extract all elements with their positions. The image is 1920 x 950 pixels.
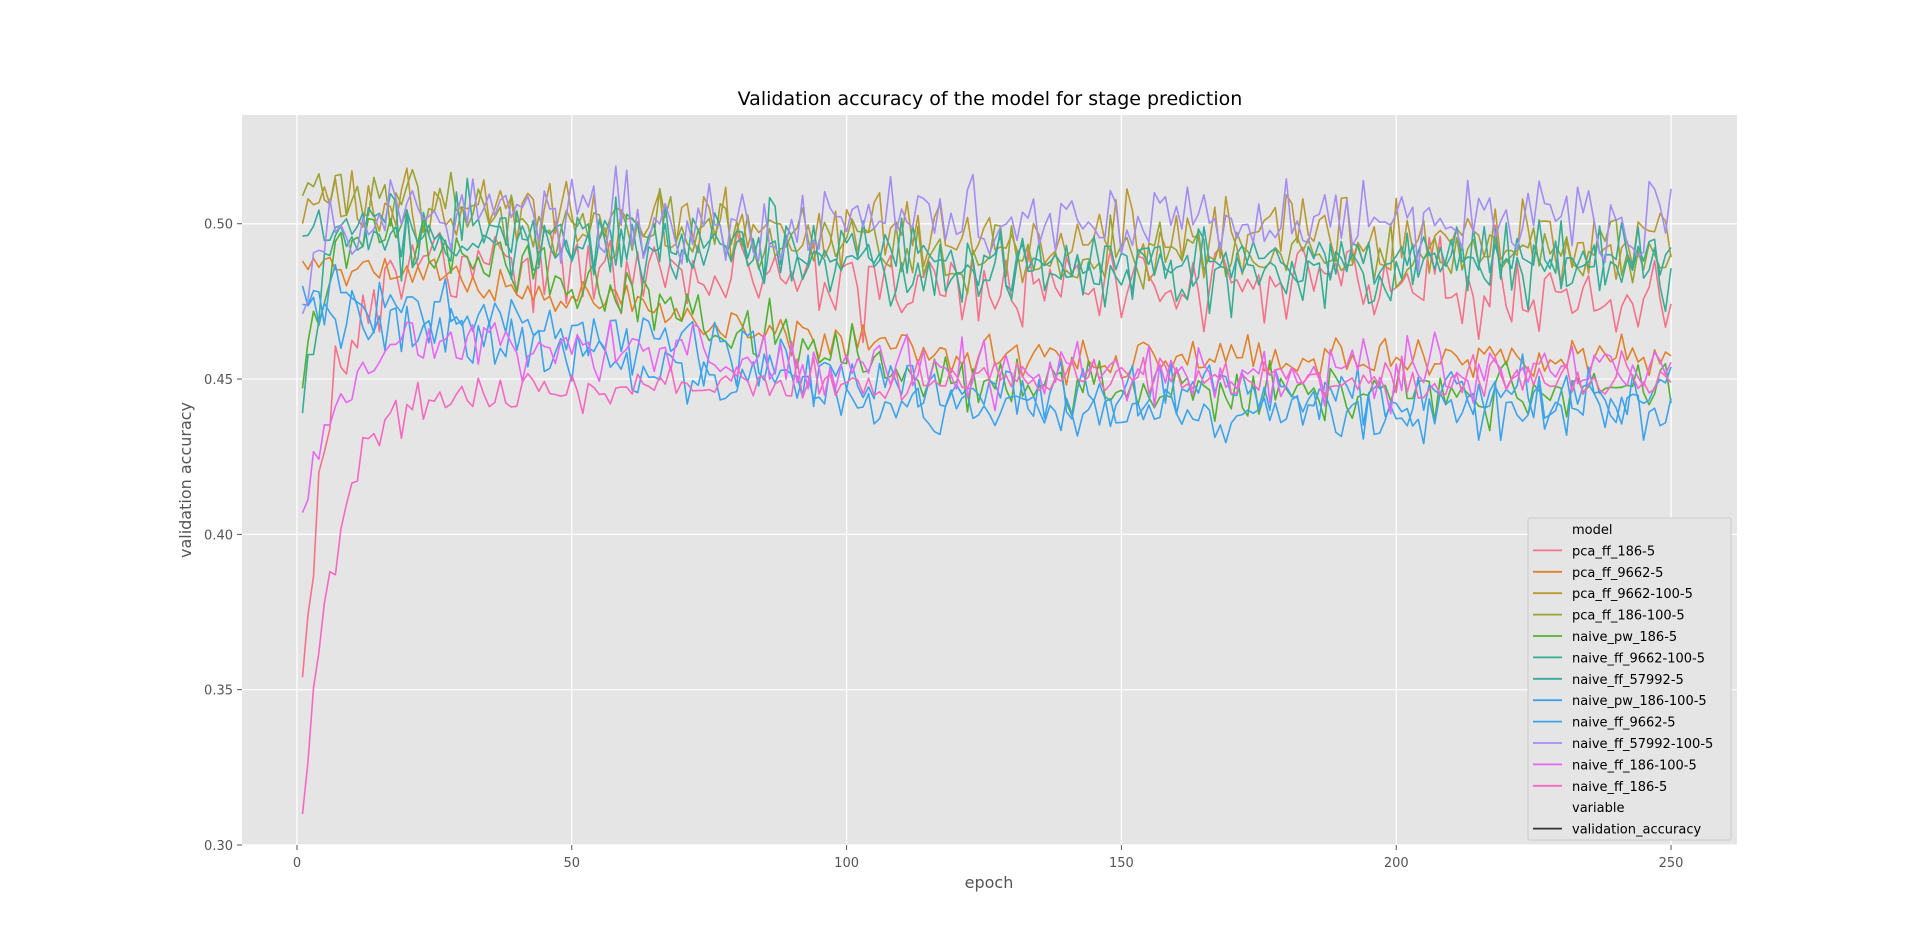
axis-ticks: 0 50 100 150 200 250 0.30 0.35 0.40 0.45 0.50 xyxy=(204,218,1683,871)
y-tick-label: 0.30 xyxy=(204,839,233,854)
x-tick-label: 50 xyxy=(564,856,581,871)
legend-entry-label: naive_ff_57992-100-5 xyxy=(1572,737,1713,752)
series-line-pca_ff_9662-5 xyxy=(301,256,1672,386)
y-tick-label: 0.35 xyxy=(204,684,233,699)
series-line-naive_pw_186-100-5 xyxy=(302,263,1672,428)
legend-entry-label: naive_pw_186-5 xyxy=(1572,630,1677,645)
plot-area xyxy=(242,115,1737,845)
series-lines xyxy=(301,165,1672,814)
legend-entry-label: validation_accuracy xyxy=(1572,823,1701,838)
legend-entry-label: pca_ff_9662-5 xyxy=(1572,566,1663,581)
series-line-naive_ff_57992-5 xyxy=(302,209,1672,300)
series-line-pca_ff_186-100-5 xyxy=(301,168,1672,295)
legend-entry-label: naive_ff_9662-100-5 xyxy=(1572,651,1705,666)
series-line-naive_ff_9662-100-5 xyxy=(301,177,1672,414)
series-line-naive_ff_186-100-5 xyxy=(301,319,1672,513)
legend-box xyxy=(1527,517,1732,841)
x-tick-label: 0 xyxy=(293,856,301,871)
x-tick-label: 150 xyxy=(1109,856,1134,871)
x-tick-label: 100 xyxy=(834,856,859,871)
legend-entry-label: naive_ff_9662-5 xyxy=(1572,716,1676,731)
y-tick-label: 0.50 xyxy=(204,218,233,233)
legend-entry-label: naive_ff_186-5 xyxy=(1572,780,1667,795)
series-line-naive_pw_186-5 xyxy=(301,208,1672,432)
legend-entry-label: naive_ff_186-100-5 xyxy=(1572,758,1697,773)
series-line-naive_ff_57992-100-5 xyxy=(301,165,1672,315)
x-tick-label: 200 xyxy=(1384,856,1409,871)
legend-entry-label: pca_ff_9662-100-5 xyxy=(1572,587,1693,602)
series-line-naive_ff_9662-5 xyxy=(301,285,1672,445)
legend-entry-label: pca_ff_186-5 xyxy=(1572,544,1655,559)
y-tick-label: 0.45 xyxy=(204,373,233,388)
chart-title: Validation accuracy of the model for sta… xyxy=(738,88,1243,110)
y-tick-label: 0.40 xyxy=(204,528,233,543)
series-line-naive_ff_186-5 xyxy=(301,350,1672,814)
y-axis-label: validation accuracy xyxy=(176,402,195,558)
legend-entry-label: naive_pw_186-100-5 xyxy=(1572,694,1707,709)
legend-entry-label: pca_ff_186-100-5 xyxy=(1572,609,1685,624)
legend-title-model: model xyxy=(1572,523,1612,538)
x-axis-label: epoch xyxy=(965,873,1014,892)
series-line-pca_ff_9662-100-5 xyxy=(301,167,1672,284)
legend: model pca_ff_186-5 pca_ff_9662-5 pca_ff_966… xyxy=(1527,517,1732,841)
legend-title-variable: variable xyxy=(1572,801,1624,816)
x-tick-label: 250 xyxy=(1659,856,1684,871)
legend-entry-label: naive_ff_57992-5 xyxy=(1572,673,1684,688)
